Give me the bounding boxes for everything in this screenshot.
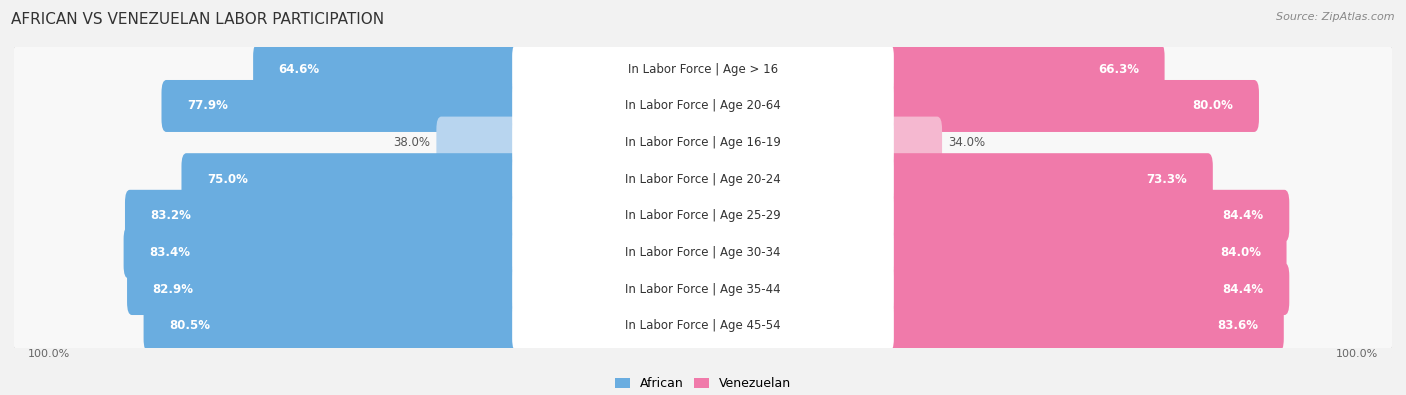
FancyBboxPatch shape (436, 117, 707, 169)
Text: 80.0%: 80.0% (1192, 100, 1233, 113)
Text: 64.6%: 64.6% (278, 63, 319, 76)
FancyBboxPatch shape (699, 117, 942, 169)
FancyBboxPatch shape (14, 226, 1392, 278)
Text: 66.3%: 66.3% (1098, 63, 1139, 76)
FancyBboxPatch shape (699, 190, 1289, 242)
FancyBboxPatch shape (512, 300, 894, 352)
Text: In Labor Force | Age 30-34: In Labor Force | Age 30-34 (626, 246, 780, 259)
Text: 84.0%: 84.0% (1220, 246, 1261, 259)
Text: 82.9%: 82.9% (152, 282, 194, 295)
FancyBboxPatch shape (125, 190, 707, 242)
FancyBboxPatch shape (699, 43, 1164, 95)
FancyBboxPatch shape (14, 41, 1392, 97)
Text: Source: ZipAtlas.com: Source: ZipAtlas.com (1277, 12, 1395, 22)
Text: In Labor Force | Age 25-29: In Labor Force | Age 25-29 (626, 209, 780, 222)
FancyBboxPatch shape (14, 115, 1392, 170)
FancyBboxPatch shape (699, 300, 1284, 352)
FancyBboxPatch shape (699, 263, 1289, 315)
FancyBboxPatch shape (14, 153, 1392, 205)
FancyBboxPatch shape (14, 151, 1392, 207)
Text: 75.0%: 75.0% (207, 173, 247, 186)
Text: 73.3%: 73.3% (1146, 173, 1187, 186)
FancyBboxPatch shape (512, 226, 894, 278)
FancyBboxPatch shape (181, 153, 707, 205)
FancyBboxPatch shape (699, 80, 1258, 132)
Text: In Labor Force | Age 35-44: In Labor Force | Age 35-44 (626, 282, 780, 295)
Text: 83.4%: 83.4% (149, 246, 190, 259)
Text: In Labor Force | Age > 16: In Labor Force | Age > 16 (628, 63, 778, 76)
FancyBboxPatch shape (699, 153, 1213, 205)
FancyBboxPatch shape (14, 263, 1392, 315)
FancyBboxPatch shape (512, 190, 894, 242)
Text: In Labor Force | Age 16-19: In Labor Force | Age 16-19 (626, 136, 780, 149)
Text: AFRICAN VS VENEZUELAN LABOR PARTICIPATION: AFRICAN VS VENEZUELAN LABOR PARTICIPATIO… (11, 12, 384, 27)
Text: 80.5%: 80.5% (169, 319, 209, 332)
FancyBboxPatch shape (14, 188, 1392, 244)
FancyBboxPatch shape (143, 300, 707, 352)
FancyBboxPatch shape (512, 80, 894, 132)
FancyBboxPatch shape (124, 226, 707, 278)
Text: 83.2%: 83.2% (150, 209, 191, 222)
Text: In Labor Force | Age 20-64: In Labor Force | Age 20-64 (626, 100, 780, 113)
FancyBboxPatch shape (14, 190, 1392, 242)
Text: 84.4%: 84.4% (1223, 282, 1264, 295)
FancyBboxPatch shape (14, 78, 1392, 134)
Text: 38.0%: 38.0% (394, 136, 430, 149)
FancyBboxPatch shape (127, 263, 707, 315)
Text: In Labor Force | Age 45-54: In Labor Force | Age 45-54 (626, 319, 780, 332)
Text: In Labor Force | Age 20-24: In Labor Force | Age 20-24 (626, 173, 780, 186)
Legend: African, Venezuelan: African, Venezuelan (610, 372, 796, 395)
Text: 34.0%: 34.0% (948, 136, 986, 149)
Text: 100.0%: 100.0% (28, 350, 70, 359)
FancyBboxPatch shape (14, 298, 1392, 354)
FancyBboxPatch shape (512, 117, 894, 169)
Text: 77.9%: 77.9% (187, 100, 228, 113)
FancyBboxPatch shape (512, 153, 894, 205)
FancyBboxPatch shape (14, 261, 1392, 317)
FancyBboxPatch shape (14, 117, 1392, 169)
FancyBboxPatch shape (699, 226, 1286, 278)
FancyBboxPatch shape (14, 43, 1392, 95)
FancyBboxPatch shape (14, 300, 1392, 352)
FancyBboxPatch shape (14, 80, 1392, 132)
FancyBboxPatch shape (512, 43, 894, 95)
FancyBboxPatch shape (14, 225, 1392, 280)
FancyBboxPatch shape (512, 263, 894, 315)
Text: 84.4%: 84.4% (1223, 209, 1264, 222)
Text: 83.6%: 83.6% (1218, 319, 1258, 332)
FancyBboxPatch shape (253, 43, 707, 95)
Text: 100.0%: 100.0% (1336, 350, 1378, 359)
FancyBboxPatch shape (162, 80, 707, 132)
